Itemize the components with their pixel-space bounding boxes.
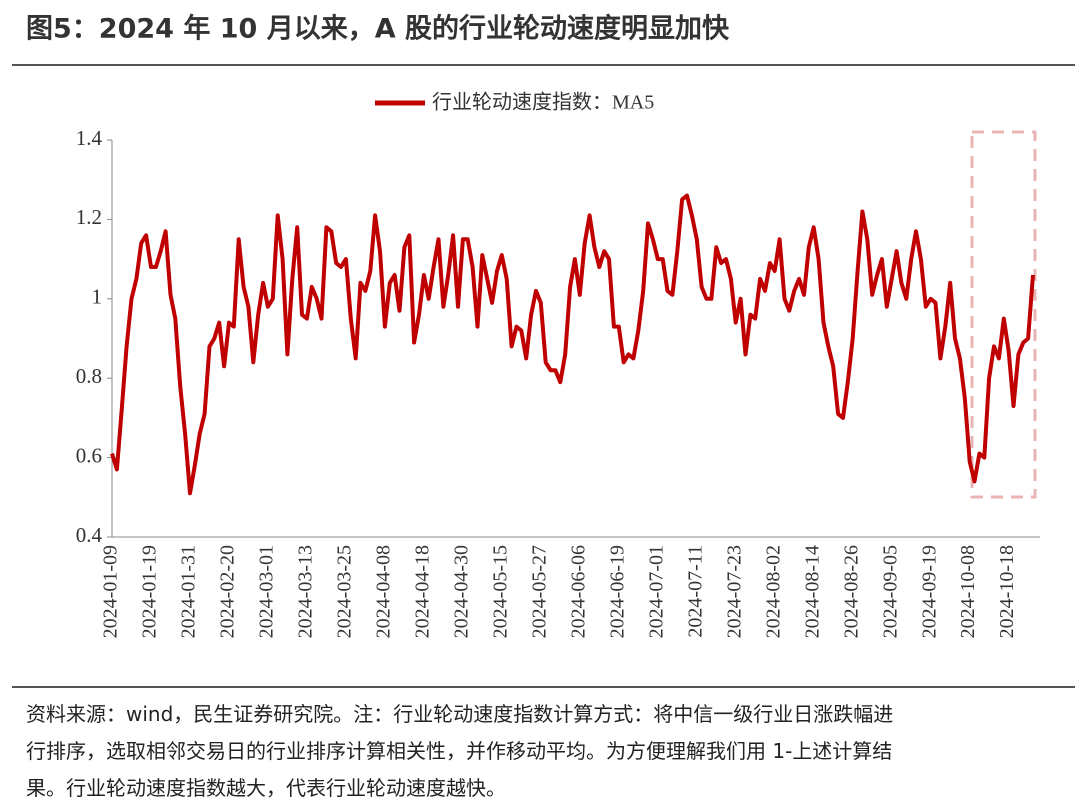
chart: 图5：2024 年 10 月以来，A 股的行业轮动速度明显加快 行业轮动速度指数… — [12, 13, 1075, 688]
legend-label: 行业轮动速度指数：MA5 — [432, 91, 654, 114]
x-tick-label: 2024-04-18 — [411, 545, 433, 638]
x-tick-label: 2024-05-27 — [528, 545, 550, 638]
y-tick-label: 0.4 — [76, 523, 103, 547]
y-tick-label: 1.2 — [76, 205, 102, 229]
x-tick-label: 2024-05-15 — [489, 545, 511, 638]
y-tick-label: 1.4 — [76, 126, 103, 150]
x-tick-label: 2024-07-01 — [645, 545, 667, 638]
x-tick-label: 2024-03-13 — [295, 545, 317, 638]
x-tick-label: 2024-01-31 — [178, 545, 200, 638]
x-tick-label: 2024-04-30 — [450, 545, 472, 638]
data-line — [110, 193, 1035, 496]
highlight-box — [970, 130, 1037, 499]
x-tick-label: 2024-01-19 — [139, 545, 161, 638]
y-tick-label: 1 — [92, 285, 103, 309]
footnote: 资料来源：wind，民生证券研究院。注：行业轮动速度指数计算方式：将中信一级行业… — [26, 696, 1076, 807]
footnote-line: 资料来源：wind，民生证券研究院。注：行业轮动速度指数计算方式：将中信一级行业… — [26, 702, 894, 726]
x-tick-label: 2024-08-26 — [840, 545, 862, 638]
x-tick-label: 2024-03-25 — [333, 545, 355, 638]
x-tick-label: 2024-07-11 — [684, 545, 706, 638]
x-tick-label: 2024-10-18 — [996, 545, 1018, 638]
footnote-line: 行排序，选取相邻交易日的行业排序计算相关性，并作移动平均。为方便理解我们用 1-… — [26, 739, 893, 763]
x-tick-label: 2024-01-09 — [100, 545, 122, 638]
x-tick-label: 2024-08-14 — [801, 545, 823, 638]
x-tick-label: 2024-06-19 — [606, 545, 628, 638]
x-tick-label: 2024-06-06 — [567, 545, 589, 638]
x-tick-label: 2024-09-19 — [918, 545, 940, 638]
x-tick-label: 2024-02-20 — [217, 545, 239, 638]
x-tick-label: 2024-03-01 — [256, 545, 278, 638]
y-tick-label: 0.8 — [76, 364, 102, 388]
y-tick-label: 0.6 — [76, 443, 102, 467]
x-tick-label: 2024-04-08 — [372, 545, 394, 638]
x-tick-label: 2024-10-08 — [957, 545, 979, 638]
x-tick-label: 2024-08-02 — [762, 545, 784, 638]
footnote-line: 果。行业轮动速度指数越大，代表行业轮动速度越快。 — [26, 776, 506, 800]
x-tick-label: 2024-09-05 — [879, 545, 901, 638]
chart-title: 图5：2024 年 10 月以来，A 股的行业轮动速度明显加快 — [26, 13, 730, 45]
x-tick-label: 2024-07-23 — [723, 545, 745, 638]
